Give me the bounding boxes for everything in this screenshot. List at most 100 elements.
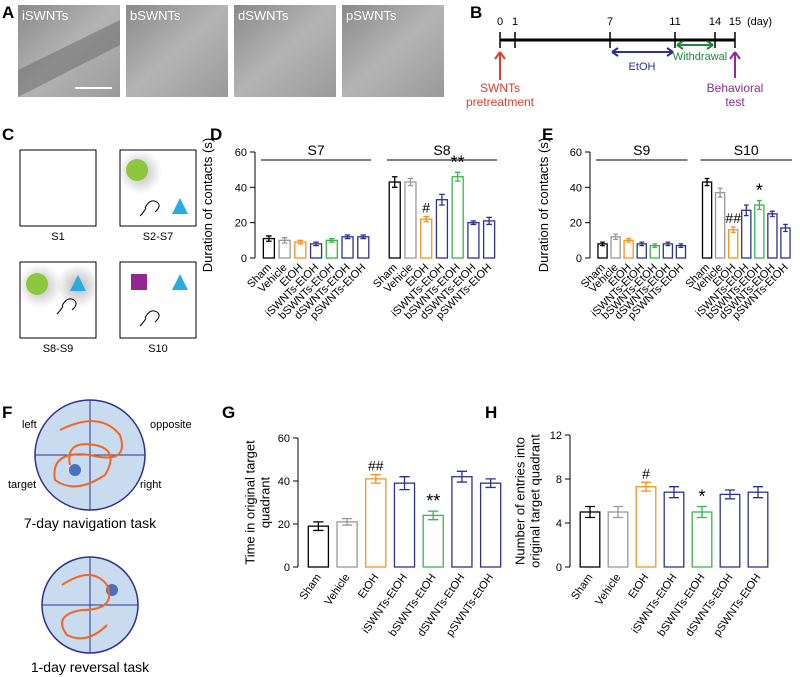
error-bar	[652, 243, 658, 249]
y-axis-label: Number of entries into	[513, 437, 528, 565]
object	[131, 274, 147, 290]
y-tick-label: 20	[570, 218, 582, 230]
y-tick-label: 40	[278, 476, 290, 488]
bar	[365, 478, 387, 568]
quadrant-label: left	[22, 419, 37, 431]
y-tick-label: 40	[235, 182, 247, 194]
x-tick-label: Sham	[569, 572, 595, 602]
day-label: 1	[512, 16, 518, 28]
quadrant-label: target	[8, 479, 36, 491]
error-bar	[456, 470, 468, 483]
bar	[607, 511, 629, 568]
error-bar	[704, 177, 710, 187]
arena-label: S10	[148, 343, 168, 355]
y-tick-label: 60	[278, 433, 290, 445]
bar	[727, 229, 739, 259]
significance: *	[698, 487, 705, 507]
bar	[701, 181, 713, 259]
error-bar	[678, 243, 684, 249]
bar	[451, 176, 464, 259]
error-bar	[640, 481, 652, 492]
bar	[635, 486, 657, 568]
error-bar	[399, 476, 410, 491]
tem-image	[342, 5, 444, 97]
error-bar	[668, 486, 680, 499]
withdrawal-arrow	[676, 40, 714, 50]
bar	[767, 213, 778, 259]
significance: ##	[725, 210, 741, 226]
bar	[393, 482, 416, 568]
image-label: dSWNTs	[238, 8, 289, 23]
panel-letter: D	[210, 125, 222, 144]
error-bar	[423, 215, 430, 223]
x-tick-label: Sham	[297, 572, 323, 602]
bar	[435, 199, 449, 259]
image-label: iSWNTs	[22, 8, 69, 23]
withdrawal-label: Withdrawal	[673, 51, 727, 63]
platform	[69, 464, 81, 476]
error-bar	[454, 171, 461, 182]
bar	[714, 191, 726, 259]
swim-path	[53, 420, 123, 488]
day-label: 0	[497, 16, 503, 28]
arena	[119, 149, 197, 227]
bar	[623, 239, 634, 259]
y-tick-label: 60	[235, 147, 247, 159]
y-axis-label: quadrant	[258, 476, 273, 528]
error-bar	[724, 489, 736, 500]
error-bar	[439, 193, 445, 206]
error-bar	[281, 237, 288, 244]
y-tick-label: 0	[241, 253, 247, 265]
error-bar	[696, 505, 708, 519]
x-tick-label: Vehicle	[322, 572, 352, 608]
task-label: 1-day reversal task	[31, 659, 150, 675]
bar	[579, 511, 601, 568]
x-tick-label: EtOH	[626, 572, 651, 601]
day-label: 14	[709, 16, 721, 28]
arena-label: S2-S7	[143, 231, 174, 243]
bar	[691, 511, 713, 568]
error-bar	[584, 505, 596, 519]
significance: #	[422, 199, 430, 215]
swim-path	[61, 574, 111, 640]
y-tick-label: 60	[570, 147, 582, 159]
y-axis-label: Time in original target	[243, 440, 258, 565]
tem-image	[234, 5, 336, 97]
object	[172, 198, 188, 214]
y-tick-label: 40	[570, 182, 582, 194]
x-tick-label: EtOH	[356, 572, 381, 601]
error-bar	[428, 510, 439, 521]
task-label: 7-day navigation task	[24, 515, 157, 531]
bar	[663, 491, 685, 568]
bar	[741, 209, 752, 259]
error-bar	[600, 241, 605, 247]
y-tick-label: 20	[235, 218, 247, 230]
significance: **	[426, 491, 440, 511]
test-label: test	[725, 95, 745, 109]
bar	[780, 227, 791, 259]
mouse	[56, 298, 77, 315]
tem-image	[126, 5, 228, 97]
error-bar	[743, 204, 749, 217]
arena	[19, 261, 97, 339]
error-bar	[639, 241, 645, 247]
water-maze	[34, 399, 146, 654]
error-bar	[756, 199, 762, 211]
y-axis-label: Duration of contacts (s)	[200, 138, 215, 272]
day-label: 15	[729, 16, 741, 28]
bar	[719, 493, 741, 568]
error-bar	[770, 210, 775, 218]
error-bar	[613, 233, 618, 241]
error-bar	[297, 239, 304, 245]
error-bar	[752, 486, 764, 499]
pre-label: SWNTs	[480, 81, 520, 95]
bar	[482, 220, 496, 259]
pre-arrow	[494, 51, 506, 80]
error-bar	[612, 505, 624, 519]
panel-letter: A	[2, 3, 14, 22]
significance: **	[451, 152, 465, 172]
group-label: S8	[433, 142, 450, 158]
day-unit: (day)	[747, 16, 772, 28]
error-bar	[665, 241, 671, 247]
